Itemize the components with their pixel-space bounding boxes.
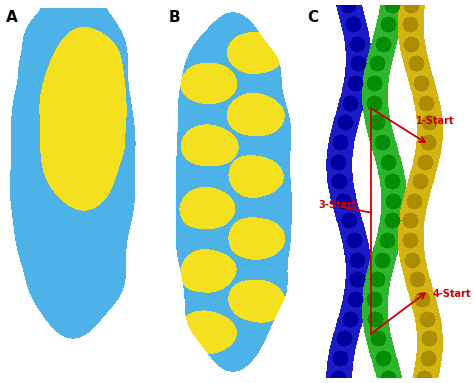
Text: B: B <box>168 10 180 25</box>
Text: A: A <box>6 10 18 25</box>
Text: 1-Start: 1-Start <box>416 116 455 126</box>
Text: C: C <box>307 10 318 25</box>
Text: 3-Start: 3-Start <box>319 200 357 210</box>
Text: 4-Start: 4-Start <box>432 289 471 299</box>
